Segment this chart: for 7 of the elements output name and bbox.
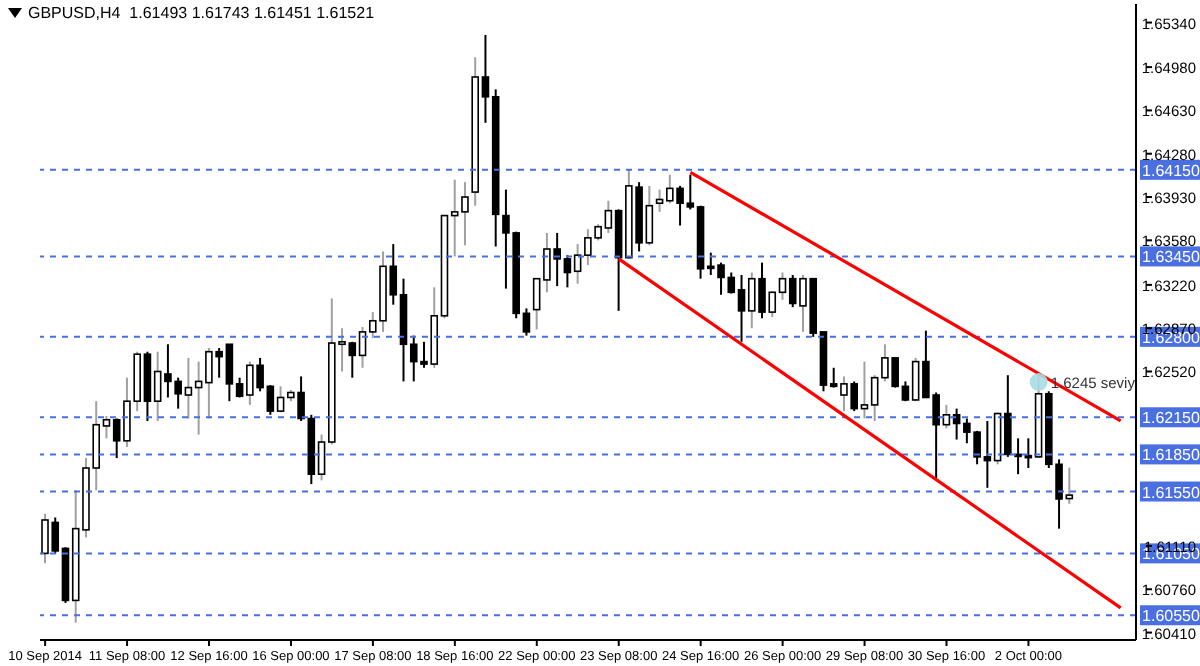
ref-line-label: 1.62150 (1142, 409, 1200, 428)
ref-line-label: 1.64150 (1142, 161, 1200, 180)
ref-line-label: 1.61850 (1142, 446, 1200, 465)
ref-line-label: 1.61550 (1142, 483, 1200, 502)
ref-line-label: 1.60550 (1142, 607, 1200, 626)
ref-line-label: 1.63450 (1142, 248, 1200, 267)
chart-title: GBPUSD,H4 1.61493 1.61743 1.61451 1.61521 (28, 4, 375, 22)
